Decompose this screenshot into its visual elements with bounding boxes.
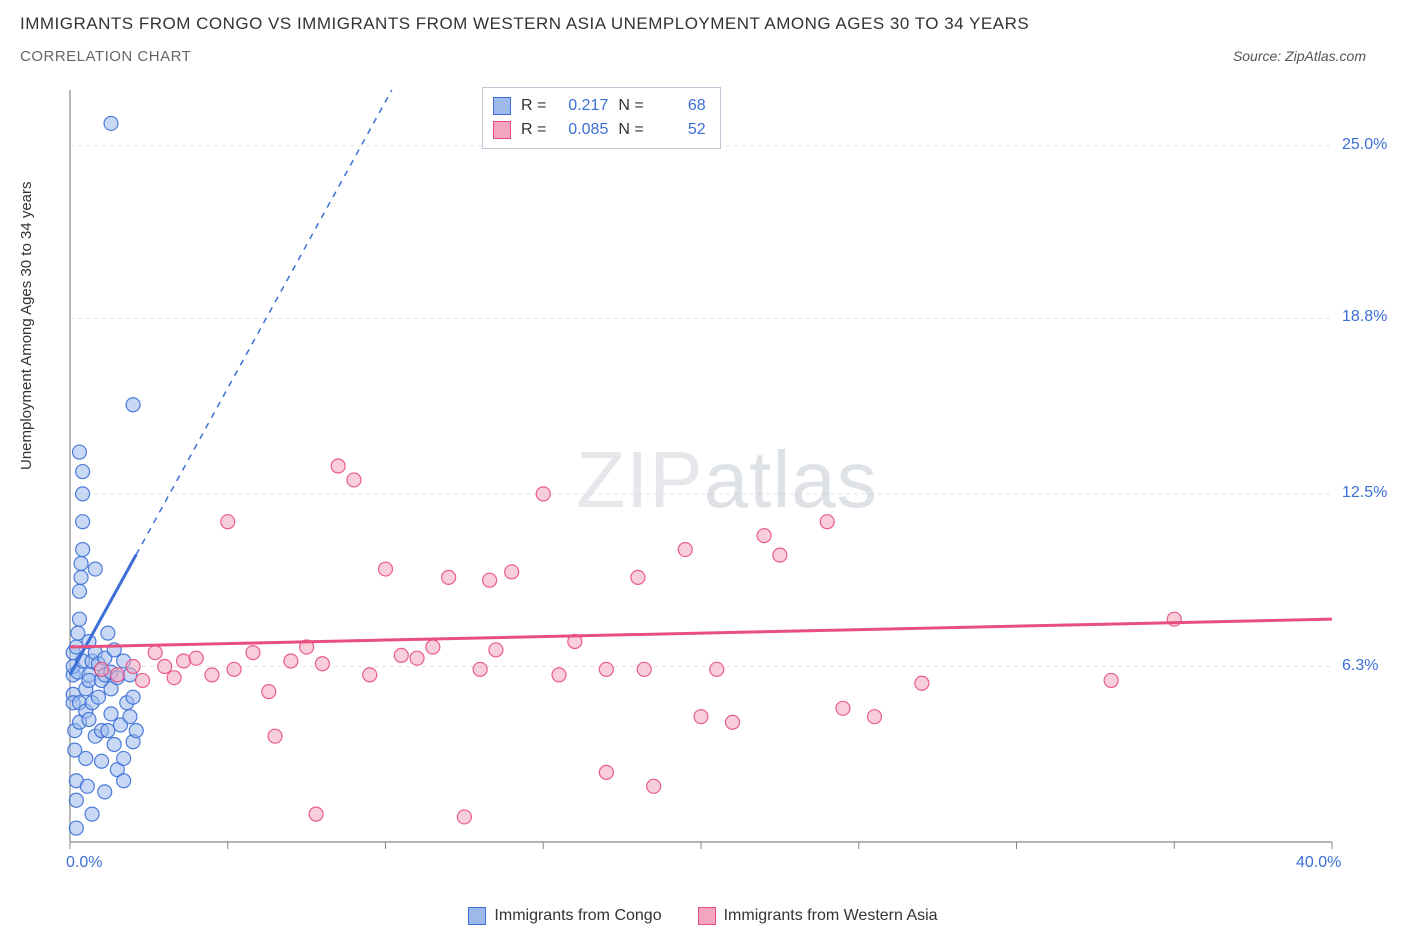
x-axis-max-label: 40.0% [1296,854,1341,872]
x-axis-min-label: 0.0% [66,854,102,872]
legend-item: Immigrants from Congo [468,907,661,925]
y-tick-label: 6.3% [1342,657,1378,675]
series-swatch [493,121,511,139]
stat-r-value: 0.085 [556,118,608,142]
stat-r-label: R = [521,118,546,142]
legend: Immigrants from Congo Immigrants from Wes… [0,907,1406,930]
legend-label: Immigrants from Congo [494,907,661,925]
stat-n-label: N = [618,118,643,142]
series-swatch [493,97,511,115]
header: IMMIGRANTS FROM CONGO VS IMMIGRANTS FROM… [0,0,1406,65]
y-tick-label: 25.0% [1342,136,1387,154]
stats-row: R = 0.217 N = 68 [493,94,706,118]
legend-item: Immigrants from Western Asia [698,907,938,925]
scatter-chart [62,85,1392,875]
legend-label: Immigrants from Western Asia [724,907,938,925]
y-tick-label: 18.8% [1342,308,1387,326]
plot-area: ZIPatlas R =0.217N =68R =0.085N =52 0.0%… [62,85,1392,875]
stat-n-value: 52 [654,118,706,142]
stat-r-label: R = [521,94,546,118]
y-tick-label: 12.5% [1342,484,1387,502]
correlation-stats-box: R = 0.217 N = 68 R = 0.085 N = 52 [482,87,721,149]
source-credit: Source: ZipAtlas.com [1233,48,1366,64]
stats-row: R = 0.085 N = 52 [493,118,706,142]
chart-subtitle: CORRELATION CHART [20,48,191,65]
y-axis-label: Unemployment Among Ages 30 to 34 years [18,181,35,470]
legend-swatch [698,907,716,925]
chart-title: IMMIGRANTS FROM CONGO VS IMMIGRANTS FROM… [20,14,1386,34]
legend-swatch [468,907,486,925]
stat-r-value: 0.217 [556,94,608,118]
stat-n-label: N = [618,94,643,118]
stat-n-value: 68 [654,94,706,118]
